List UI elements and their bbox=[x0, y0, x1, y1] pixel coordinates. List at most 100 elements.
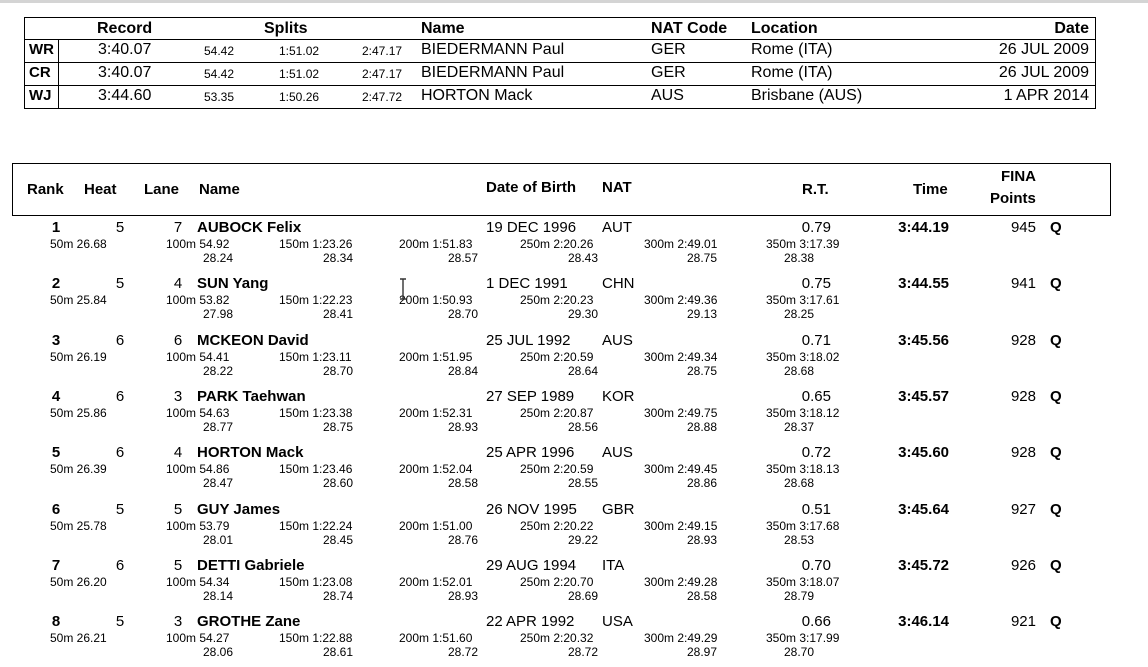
split-diff-150m: 28.61 bbox=[322, 645, 353, 659]
record-split-3: 2:47.72 bbox=[362, 90, 403, 104]
split-diff-200m: 28.93 bbox=[447, 589, 478, 603]
split-100m: 100m 54.92 bbox=[166, 237, 230, 251]
split-diff-150m: 28.45 bbox=[322, 533, 353, 547]
split-diff-100m: 28.22 bbox=[202, 364, 233, 378]
result-lane: 3 bbox=[173, 388, 183, 405]
results-header-heat: Heat bbox=[84, 181, 117, 198]
record-location: Brisbane (AUS) bbox=[751, 87, 863, 104]
result-name: GUY James bbox=[197, 501, 281, 518]
split-diff-350m: 28.25 bbox=[783, 307, 814, 321]
split-diff-100m: 28.06 bbox=[202, 645, 233, 659]
result-dob: 27 SEP 1989 bbox=[486, 388, 575, 405]
result-qualified: Q bbox=[1050, 557, 1062, 574]
split-300m: 300m 2:49.45 bbox=[644, 462, 718, 476]
split-diff-200m: 28.84 bbox=[447, 364, 478, 378]
result-time: 3:44.55 bbox=[898, 275, 949, 292]
record-code: WJ bbox=[29, 87, 52, 104]
split-250m: 250m 2:20.26 bbox=[520, 237, 594, 251]
result-lane: 4 bbox=[173, 444, 183, 461]
split-diff-250m: 28.64 bbox=[567, 364, 598, 378]
result-rt: 0.70 bbox=[801, 557, 831, 574]
result-lane: 6 bbox=[173, 332, 183, 349]
split-150m: 150m 1:23.38 bbox=[279, 406, 353, 420]
result-nat: USA bbox=[602, 613, 633, 630]
split-100m: 100m 53.79 bbox=[166, 519, 230, 533]
split-200m: 200m 1:51.95 bbox=[399, 350, 473, 364]
split-50m: 50m 26.19 bbox=[50, 350, 107, 364]
split-100m: 100m 54.41 bbox=[166, 350, 230, 364]
record-name: BIEDERMANN Paul bbox=[421, 41, 565, 58]
split-200m: 200m 1:51.00 bbox=[399, 519, 473, 533]
result-points: 945 bbox=[1010, 219, 1036, 236]
result-rank: 1 bbox=[51, 219, 61, 236]
records-divider bbox=[25, 62, 1095, 63]
split-250m: 250m 2:20.23 bbox=[520, 293, 594, 307]
records-header-date: Date bbox=[1054, 20, 1089, 37]
split-diff-200m: 28.72 bbox=[447, 645, 478, 659]
split-diff-350m: 28.79 bbox=[783, 589, 814, 603]
result-lane: 3 bbox=[173, 613, 183, 630]
split-diff-200m: 28.57 bbox=[447, 251, 478, 265]
split-150m: 150m 1:23.11 bbox=[279, 350, 352, 364]
split-300m: 300m 2:49.15 bbox=[644, 519, 718, 533]
split-50m: 50m 25.78 bbox=[50, 519, 107, 533]
result-nat: ITA bbox=[602, 557, 625, 574]
result-nat: AUS bbox=[602, 444, 633, 461]
split-100m: 100m 53.82 bbox=[166, 293, 230, 307]
split-diff-300m: 28.93 bbox=[686, 533, 717, 547]
result-nat: KOR bbox=[602, 388, 635, 405]
record-split-3: 2:47.17 bbox=[362, 44, 403, 58]
text-cursor-icon bbox=[400, 278, 406, 300]
split-diff-100m: 28.24 bbox=[202, 251, 233, 265]
result-rank: 5 bbox=[51, 444, 61, 461]
record-nat: GER bbox=[651, 64, 686, 81]
result-time: 3:45.57 bbox=[898, 388, 949, 405]
result-rt: 0.65 bbox=[801, 388, 831, 405]
result-lane: 5 bbox=[173, 501, 183, 518]
split-diff-250m: 28.43 bbox=[567, 251, 598, 265]
split-50m: 50m 26.68 bbox=[50, 237, 107, 251]
split-diff-350m: 28.68 bbox=[783, 364, 814, 378]
split-diff-300m: 28.75 bbox=[686, 251, 717, 265]
result-dob: 25 APR 1996 bbox=[486, 444, 575, 461]
split-300m: 300m 2:49.29 bbox=[644, 631, 718, 645]
results-header-box bbox=[12, 163, 1111, 216]
split-150m: 150m 1:22.88 bbox=[279, 631, 353, 645]
record-split-1: 54.42 bbox=[204, 44, 235, 58]
split-200m: 200m 1:51.83 bbox=[399, 237, 473, 251]
split-diff-150m: 28.41 bbox=[322, 307, 353, 321]
split-diff-100m: 27.98 bbox=[202, 307, 233, 321]
records-header-nat-code: NAT Code bbox=[651, 20, 728, 37]
split-diff-350m: 28.68 bbox=[783, 476, 814, 490]
result-heat: 5 bbox=[115, 275, 125, 292]
result-heat: 6 bbox=[115, 444, 125, 461]
split-250m: 250m 2:20.59 bbox=[520, 462, 594, 476]
result-heat: 6 bbox=[115, 557, 125, 574]
split-diff-100m: 28.47 bbox=[202, 476, 233, 490]
split-250m: 250m 2:20.22 bbox=[520, 519, 594, 533]
result-rank: 3 bbox=[51, 332, 61, 349]
split-diff-300m: 28.97 bbox=[686, 645, 717, 659]
split-diff-200m: 28.93 bbox=[447, 420, 478, 434]
result-dob: 26 NOV 1995 bbox=[486, 501, 577, 518]
record-split-2: 1:51.02 bbox=[279, 44, 320, 58]
result-nat: AUT bbox=[602, 219, 632, 236]
result-qualified: Q bbox=[1050, 444, 1062, 461]
split-50m: 50m 26.39 bbox=[50, 462, 107, 476]
split-300m: 300m 2:49.36 bbox=[644, 293, 718, 307]
result-time: 3:46.14 bbox=[898, 613, 949, 630]
split-50m: 50m 26.20 bbox=[50, 575, 107, 589]
split-diff-350m: 28.70 bbox=[783, 645, 814, 659]
result-heat: 6 bbox=[115, 388, 125, 405]
result-points: 941 bbox=[1010, 275, 1036, 292]
result-time: 3:45.64 bbox=[898, 501, 949, 518]
split-diff-250m: 29.30 bbox=[567, 307, 598, 321]
result-points: 926 bbox=[1010, 557, 1036, 574]
result-rank: 6 bbox=[51, 501, 61, 518]
split-diff-200m: 28.76 bbox=[447, 533, 478, 547]
record-location: Rome (ITA) bbox=[751, 41, 833, 58]
split-350m: 350m 3:17.39 bbox=[766, 237, 840, 251]
result-time: 3:45.56 bbox=[898, 332, 949, 349]
records-divider bbox=[25, 85, 1095, 86]
result-dob: 29 AUG 1994 bbox=[486, 557, 577, 574]
